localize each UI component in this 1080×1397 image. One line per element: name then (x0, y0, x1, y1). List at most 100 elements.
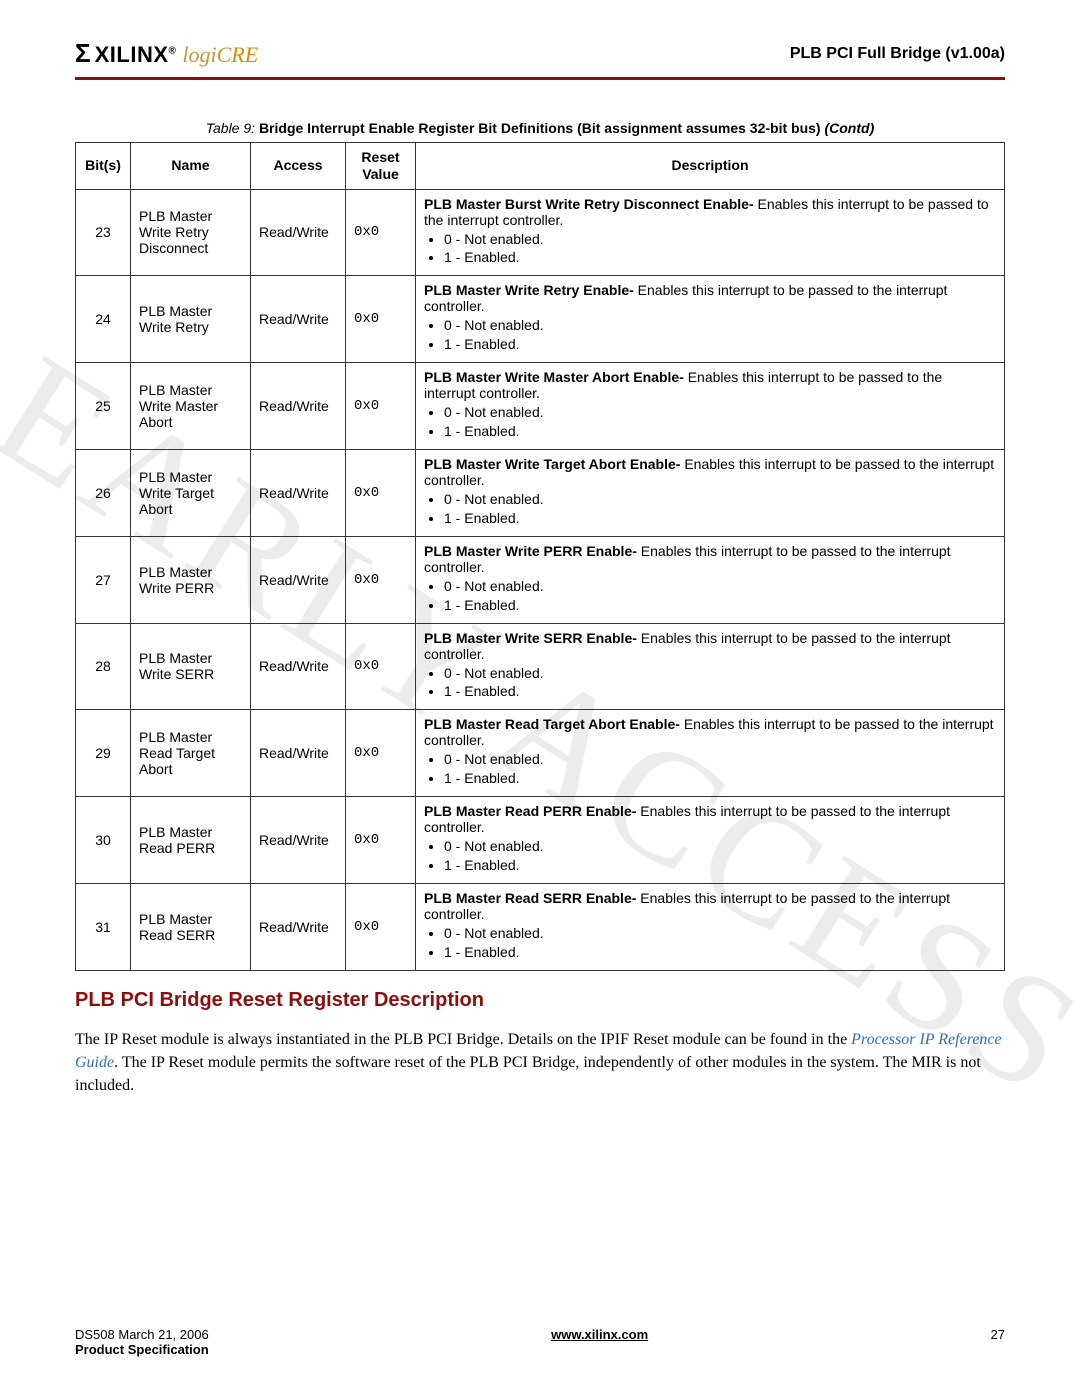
cell-desc: PLB Master Read SERR Enable- Enables thi… (416, 883, 1005, 970)
th-reset: Reset Value (346, 143, 416, 190)
cell-desc: PLB Master Write Master Abort Enable- En… (416, 363, 1005, 450)
table-header-row: Bit(s) Name Access Reset Value Descripti… (76, 143, 1005, 190)
cell-access: Read/Write (251, 710, 346, 797)
table-row: 28PLB Master Write SERRRead/Write0x0PLB … (76, 623, 1005, 710)
cell-access: Read/Write (251, 363, 346, 450)
cell-name: PLB Master Write Target Abort (131, 449, 251, 536)
cell-reset: 0x0 (346, 623, 416, 710)
page-footer: DS508 March 21, 2006 Product Specificati… (75, 1327, 1005, 1357)
cell-access: Read/Write (251, 276, 346, 363)
desc-bullet: 0 - Not enabled. (444, 750, 996, 769)
footer-doc-type: Product Specification (75, 1342, 209, 1357)
footer-url-link[interactable]: www.xilinx.com (551, 1327, 648, 1342)
cell-access: Read/Write (251, 623, 346, 710)
desc-bullet: 0 - Not enabled. (444, 837, 996, 856)
cell-access: Read/Write (251, 797, 346, 884)
desc-bullet: 1 - Enabled. (444, 943, 996, 962)
desc-bullet: 1 - Enabled. (444, 856, 996, 875)
cell-access: Read/Write (251, 189, 346, 276)
cell-name: PLB Master Write Retry (131, 276, 251, 363)
cell-name: PLB Master Write Retry Disconnect (131, 189, 251, 276)
desc-bullet: 1 - Enabled. (444, 682, 996, 701)
cell-reset: 0x0 (346, 710, 416, 797)
cell-bits: 23 (76, 189, 131, 276)
desc-bullet: 1 - Enabled. (444, 596, 996, 615)
cell-name: PLB Master Write PERR (131, 536, 251, 623)
footer-center: www.xilinx.com (551, 1327, 648, 1342)
cell-reset: 0x0 (346, 363, 416, 450)
table-caption: Table 9: Bridge Interrupt Enable Registe… (75, 120, 1005, 136)
logicore-suffix: RE (231, 42, 258, 67)
desc-bullet: 0 - Not enabled. (444, 577, 996, 596)
table-row: 24PLB Master Write RetryRead/Write0x0PLB… (76, 276, 1005, 363)
desc-bullet: 1 - Enabled. (444, 422, 996, 441)
cell-name: PLB Master Read PERR (131, 797, 251, 884)
desc-bullet: 0 - Not enabled. (444, 490, 996, 509)
th-desc: Description (416, 143, 1005, 190)
brand-logo: Σ XILINX® logiCRE (75, 38, 258, 69)
paragraph-part-a: The IP Reset module is always instantiat… (75, 1031, 851, 1048)
footer-page-number: 27 (991, 1327, 1005, 1342)
cell-reset: 0x0 (346, 449, 416, 536)
table-row: 31PLB Master Read SERRRead/Write0x0PLB M… (76, 883, 1005, 970)
cell-access: Read/Write (251, 883, 346, 970)
desc-bullet: 1 - Enabled. (444, 248, 996, 267)
cell-desc: PLB Master Write SERR Enable- Enables th… (416, 623, 1005, 710)
document-title: PLB PCI Full Bridge (v1.00a) (790, 45, 1005, 63)
table-row: 29PLB Master Read Target AbortRead/Write… (76, 710, 1005, 797)
cell-bits: 24 (76, 276, 131, 363)
th-bits: Bit(s) (76, 143, 131, 190)
page-header: Σ XILINX® logiCRE PLB PCI Full Bridge (v… (75, 38, 1005, 77)
cell-bits: 29 (76, 710, 131, 797)
desc-bullet: 1 - Enabled. (444, 509, 996, 528)
brand-name-text: XILINX® (95, 42, 177, 68)
cell-reset: 0x0 (346, 536, 416, 623)
table-row: 23PLB Master Write Retry DisconnectRead/… (76, 189, 1005, 276)
desc-bullet: 0 - Not enabled. (444, 924, 996, 943)
th-name: Name (131, 143, 251, 190)
cell-name: PLB Master Write Master Abort (131, 363, 251, 450)
desc-bullet: 0 - Not enabled. (444, 403, 996, 422)
cell-desc: PLB Master Write PERR Enable- Enables th… (416, 536, 1005, 623)
cell-desc: PLB Master Read PERR Enable- Enables thi… (416, 797, 1005, 884)
cell-bits: 25 (76, 363, 131, 450)
desc-bullet: 1 - Enabled. (444, 335, 996, 354)
cell-bits: 28 (76, 623, 131, 710)
th-access: Access (251, 143, 346, 190)
cell-name: PLB Master Read Target Abort (131, 710, 251, 797)
cell-bits: 27 (76, 536, 131, 623)
desc-bullet: 0 - Not enabled. (444, 664, 996, 683)
cell-access: Read/Write (251, 449, 346, 536)
desc-bullet: 0 - Not enabled. (444, 316, 996, 335)
logicore-prefix: logiC (182, 42, 231, 67)
table-caption-contd: (Contd) (824, 120, 874, 136)
cell-bits: 26 (76, 449, 131, 536)
section-title: PLB PCI Bridge Reset Register Descriptio… (75, 989, 1005, 1012)
footer-left: DS508 March 21, 2006 Product Specificati… (75, 1327, 209, 1357)
table-row: 26PLB Master Write Target AbortRead/Writ… (76, 449, 1005, 536)
paragraph-part-b: . The IP Reset module permits the softwa… (75, 1054, 981, 1094)
cell-access: Read/Write (251, 536, 346, 623)
cell-desc: PLB Master Write Retry Enable- Enables t… (416, 276, 1005, 363)
section-paragraph: The IP Reset module is always instantiat… (75, 1028, 1005, 1098)
cell-name: PLB Master Write SERR (131, 623, 251, 710)
brand-name: XILINX (95, 42, 169, 67)
register-table: Bit(s) Name Access Reset Value Descripti… (75, 142, 1005, 971)
table-caption-label: Table 9: (206, 120, 255, 136)
table-row: 25PLB Master Write Master AbortRead/Writ… (76, 363, 1005, 450)
cell-name: PLB Master Read SERR (131, 883, 251, 970)
cell-bits: 31 (76, 883, 131, 970)
page: Σ XILINX® logiCRE PLB PCI Full Bridge (v… (0, 0, 1080, 1153)
cell-desc: PLB Master Read Target Abort Enable- Ena… (416, 710, 1005, 797)
cell-reset: 0x0 (346, 883, 416, 970)
table-caption-text: Bridge Interrupt Enable Register Bit Def… (259, 120, 821, 136)
cell-reset: 0x0 (346, 276, 416, 363)
logicore-logo: logiCRE (182, 42, 258, 68)
desc-bullet: 0 - Not enabled. (444, 230, 996, 249)
cell-desc: PLB Master Burst Write Retry Disconnect … (416, 189, 1005, 276)
footer-doc-id: DS508 March 21, 2006 (75, 1327, 209, 1342)
desc-bullet: 1 - Enabled. (444, 769, 996, 788)
cell-desc: PLB Master Write Target Abort Enable- En… (416, 449, 1005, 536)
brand-reg: ® (169, 46, 177, 57)
table-row: 27PLB Master Write PERRRead/Write0x0PLB … (76, 536, 1005, 623)
